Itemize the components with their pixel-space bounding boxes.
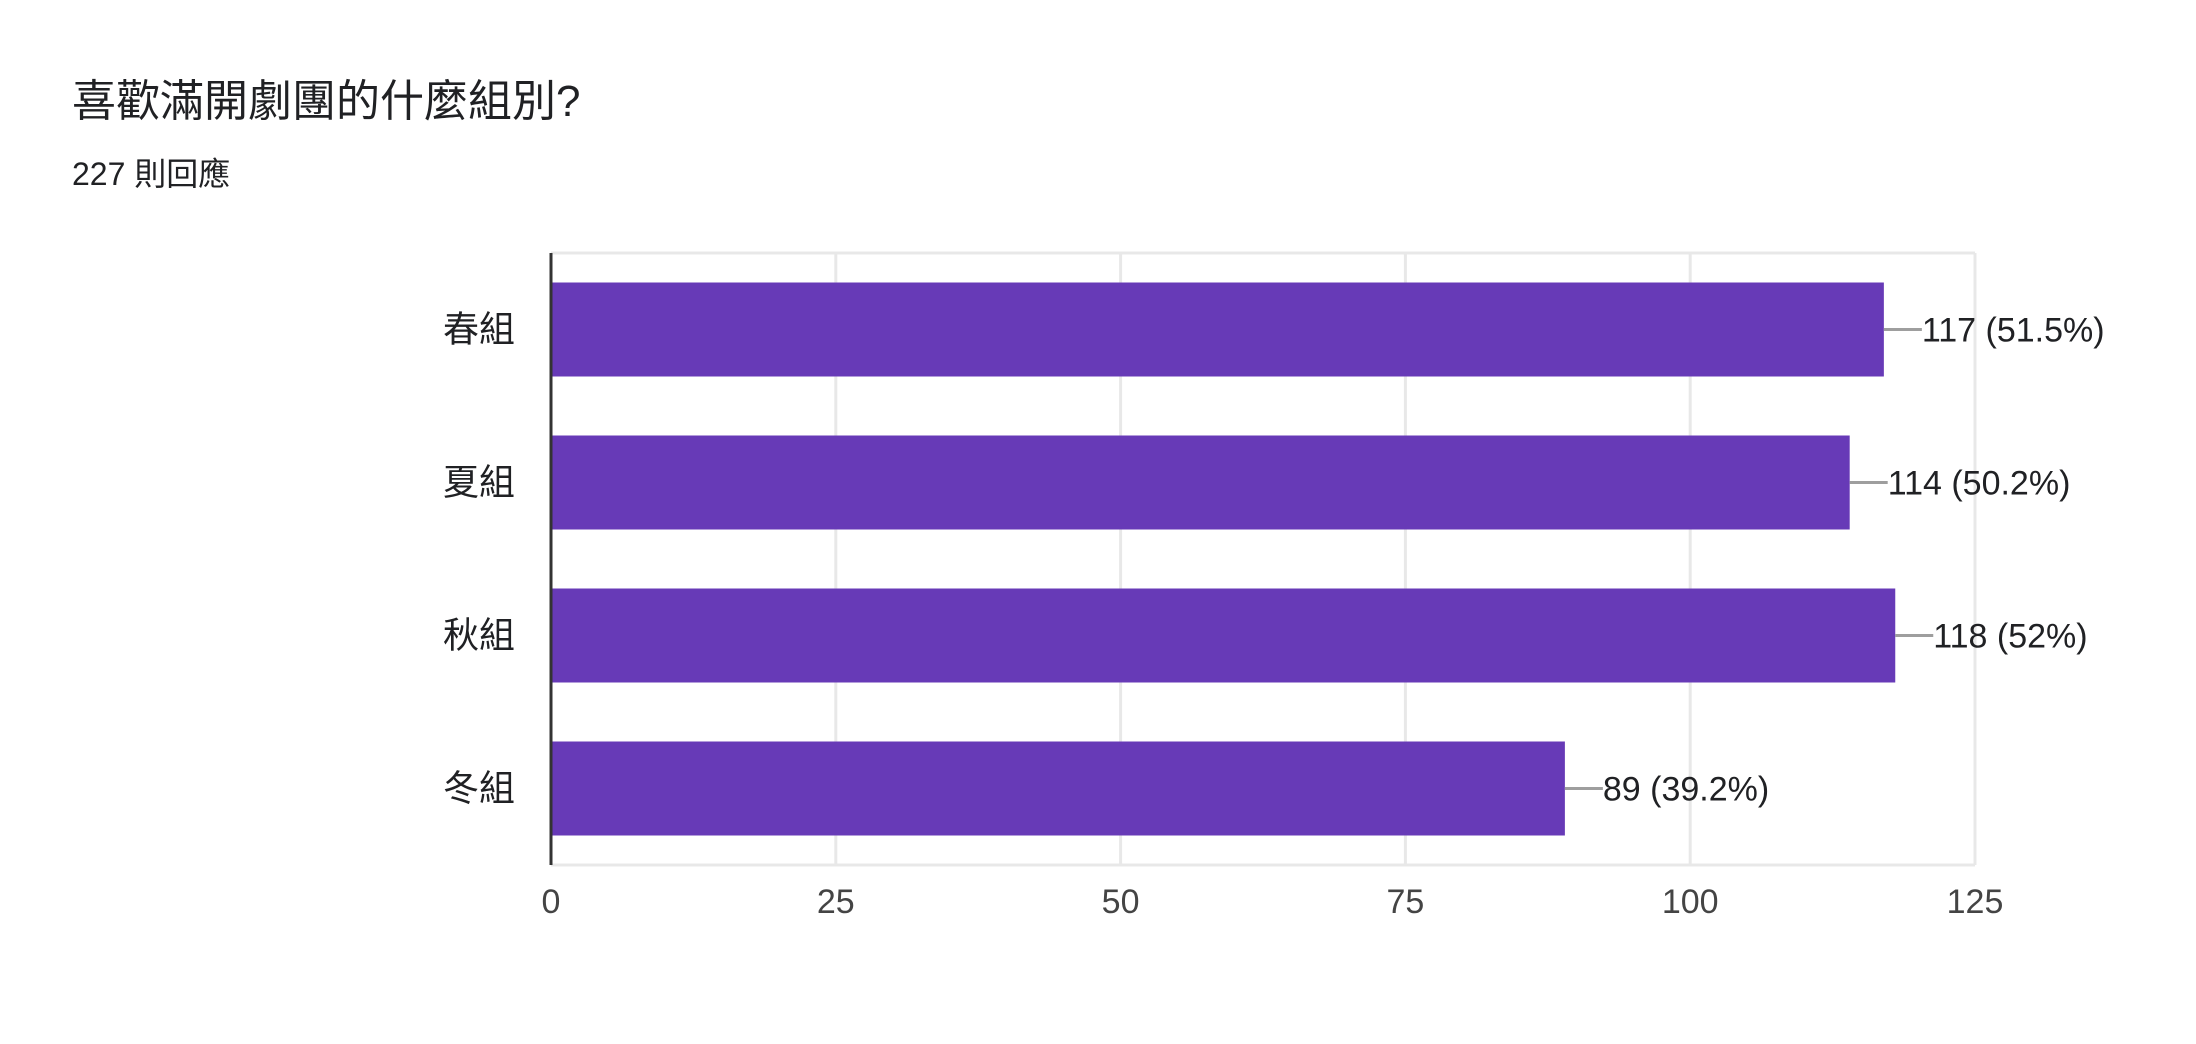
category-label: 冬組 (443, 769, 515, 810)
category-label: 春組 (443, 310, 515, 351)
x-tick-label: 100 (1662, 883, 1719, 921)
x-tick-label: 0 (542, 883, 561, 921)
response-count: 227 則回應 (72, 156, 231, 192)
x-tick-label: 50 (1102, 883, 1140, 921)
bar-2 (551, 435, 1850, 530)
x-tick-label: 75 (1386, 883, 1424, 921)
x-tick-label: 25 (817, 883, 855, 921)
chart-header: 喜歡滿開劇團的什麼組別? 227 則回應 (72, 72, 580, 194)
bar-1 (551, 282, 1884, 377)
data-label: 89 (39.2%) (1603, 771, 1769, 809)
data-label: 114 (50.2%) (1888, 465, 2071, 503)
data-label: 118 (52%) (1933, 618, 2087, 656)
category-label: 夏組 (443, 463, 515, 504)
labels: 0 25 50 75 100 125 春組 117 (51.5%) 夏組 114 (50.2%) 秋… (443, 310, 2105, 922)
bar-4 (551, 741, 1565, 836)
data-label: 117 (51.5%) (1922, 312, 2105, 350)
bars (551, 282, 1896, 836)
question-title: 喜歡滿開劇團的什麼組別? (72, 77, 581, 126)
bar-3 (551, 588, 1896, 683)
category-label: 秋組 (443, 616, 515, 657)
x-tick-label: 125 (1947, 883, 2004, 921)
